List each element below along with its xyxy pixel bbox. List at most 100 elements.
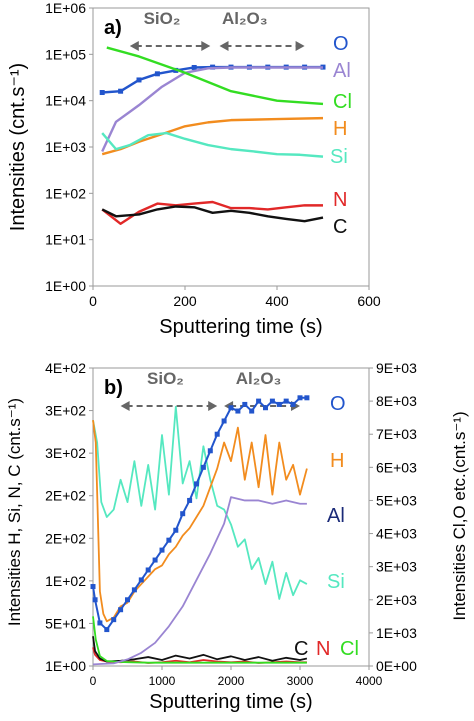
series-line-si xyxy=(101,131,324,158)
panel-a-series-labels: O Al Cl H Si NC xyxy=(330,33,352,238)
x-tick-label: 400 xyxy=(265,293,289,309)
series-line-c xyxy=(92,636,308,663)
data-point-o xyxy=(111,617,117,623)
series-line-o xyxy=(92,396,307,631)
data-point-o xyxy=(187,497,193,503)
series-line-h xyxy=(101,116,324,156)
data-point-o xyxy=(99,90,105,96)
y2-tick-label: 1E+03 xyxy=(376,625,417,641)
y-tick-label: 4E+02 xyxy=(45,360,86,376)
panel-b-series-labels: Si H NC Cl O Al xyxy=(294,393,359,660)
panel-a-annotations: SiO₂ Al₂O₃ xyxy=(129,9,305,51)
data-point-o xyxy=(235,408,241,414)
panel-a-y-axis-title: Intensities (cnt.s⁻¹) xyxy=(7,63,29,231)
data-point-o xyxy=(290,401,296,407)
panel-a-series xyxy=(99,46,326,226)
layer-label-sio-: SiO₂ xyxy=(144,9,181,28)
y-tick-label: 1E+00 xyxy=(45,658,86,674)
series-line-cl xyxy=(106,46,324,106)
data-point-o xyxy=(256,398,262,404)
y-tick-label: 1E+02 xyxy=(45,185,86,201)
data-point-o xyxy=(200,464,206,470)
y2-tick-label: 5E+03 xyxy=(376,492,417,508)
plot-frame-a xyxy=(92,7,370,287)
x-tick-label: 600 xyxy=(357,293,381,309)
layer-label-al-o-: Al₂O₃ xyxy=(222,9,268,28)
data-point-o xyxy=(118,88,124,94)
data-point-o xyxy=(249,408,255,414)
y-tick-label: 1E+03 xyxy=(45,139,86,155)
data-point-o xyxy=(304,395,310,401)
series-line-cl xyxy=(92,616,307,664)
series-label-n: N xyxy=(316,638,330,660)
panel-b-x-axis-title: Sputtering time (s) xyxy=(149,691,312,713)
y-tick-label: 3E+02 xyxy=(45,403,86,419)
series-label-al: Al xyxy=(333,60,351,82)
y2-tick-label: 4E+03 xyxy=(376,526,417,542)
layer-arrow-head xyxy=(201,41,211,51)
y-tick-label: 1E+00 xyxy=(45,278,86,294)
series-line-si xyxy=(92,405,308,600)
data-point-o xyxy=(90,584,96,590)
data-point-o xyxy=(159,547,165,553)
data-point-o xyxy=(154,71,160,77)
series-line-h xyxy=(92,420,308,623)
data-point-o xyxy=(221,418,227,424)
y-tick-label: 2E+02 xyxy=(45,530,86,546)
series-label-al: Al xyxy=(327,505,345,527)
series-label-n: N xyxy=(333,189,347,211)
data-point-o xyxy=(283,398,289,404)
y-tick-label: 1E+05 xyxy=(45,46,86,62)
series-label-c: C xyxy=(294,638,308,660)
y2-tick-label: 3E+03 xyxy=(376,559,417,575)
series-label-c: C xyxy=(333,216,347,238)
series-label-o: O xyxy=(330,393,346,415)
data-point-o xyxy=(118,607,124,613)
x-tick-label: 1000 xyxy=(149,674,176,688)
series-label-o: O xyxy=(333,33,349,55)
data-point-o xyxy=(263,405,268,411)
y2-tick-label: 0E+00 xyxy=(376,658,417,674)
y-tick-label: 1E+01 xyxy=(45,232,86,248)
data-point-o xyxy=(145,567,151,573)
panel-a-chart: 1E+00 1E+01 1E+02 1E+03 1E+04 1E+05 1E+06 0 200 4… xyxy=(7,0,381,338)
x-tick-label: 200 xyxy=(173,293,197,309)
panel-b-y-axis-title: Intensities H, Si, N, C (cnt.s⁻¹) xyxy=(5,398,24,626)
series-label-cl: Cl xyxy=(333,91,352,113)
y-tick-label: 1E+04 xyxy=(45,93,86,109)
data-point-o xyxy=(97,620,103,626)
series-line-al xyxy=(92,496,307,666)
data-point-o xyxy=(173,527,179,533)
data-point-o xyxy=(180,511,186,517)
x-tick-label: 0 xyxy=(90,674,97,688)
data-point-o xyxy=(125,597,130,603)
data-point-o xyxy=(92,597,98,603)
panel-b-annotations: SiO₂ Al₂O₃ xyxy=(120,369,300,411)
data-point-o xyxy=(152,557,158,563)
data-point-o xyxy=(269,398,275,404)
layer-label-al-o-: Al₂O₃ xyxy=(236,369,282,388)
x-tick-label: 0 xyxy=(89,293,97,309)
data-point-o xyxy=(207,448,213,454)
data-point-o xyxy=(138,577,144,583)
series-line-al xyxy=(101,66,323,152)
data-point-o xyxy=(228,405,234,411)
y2-tick-label: 7E+03 xyxy=(376,426,417,442)
y-tick-label: 3E+02 xyxy=(45,445,86,461)
y2-tick-label: 6E+03 xyxy=(376,459,417,475)
panel-a-label: a) xyxy=(104,17,122,39)
panel-b-chart: 1E+00 5E+01 1E+02 2E+02 2E+02 3E+02 3E+02 4E+02… xyxy=(5,360,469,713)
y2-tick-label: 8E+03 xyxy=(376,393,417,409)
y-tick-label: 1E+06 xyxy=(45,0,86,16)
y-tick-label: 5E+01 xyxy=(45,615,86,631)
layer-arrow-head xyxy=(129,41,139,51)
data-point-o xyxy=(136,77,142,83)
y2-tick-label: 2E+03 xyxy=(376,592,417,608)
y-tick-label: 2E+02 xyxy=(45,488,86,504)
panel-a-x-axis-title: Sputtering time (s) xyxy=(159,316,322,338)
data-point-o xyxy=(214,431,220,437)
x-tick-label: 3000 xyxy=(287,674,314,688)
y-tick-label: 1E+02 xyxy=(45,573,86,589)
data-point-o xyxy=(194,481,199,487)
